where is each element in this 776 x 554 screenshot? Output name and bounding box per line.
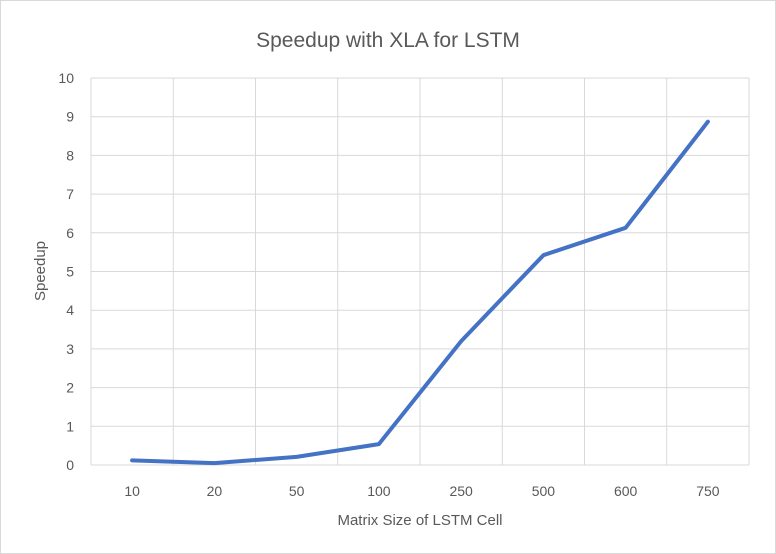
y-tick-label: 3 [66, 341, 74, 357]
data-point [378, 443, 380, 445]
data-point [460, 340, 462, 342]
x-tick-labels: 10 20 50 100 250 500 600 750 [124, 483, 719, 499]
data-point [213, 462, 215, 464]
y-tick-label: 0 [66, 457, 74, 473]
x-tick-label: 10 [124, 483, 140, 499]
series-group [130, 119, 710, 466]
x-tick-label: 750 [696, 483, 720, 499]
x-tick-label: 600 [614, 483, 638, 499]
x-tick-label: 20 [207, 483, 223, 499]
y-tick-label: 9 [66, 109, 74, 125]
x-axis-title: Matrix Size of LSTM Cell [337, 512, 502, 529]
data-point [625, 227, 627, 229]
series-line [130, 119, 710, 466]
y-tick-label: 10 [58, 70, 74, 86]
data-point [542, 254, 544, 256]
data-point [707, 121, 709, 123]
y-tick-label: 2 [66, 380, 74, 396]
y-tick-label: 8 [66, 147, 74, 163]
x-tick-label: 500 [532, 483, 556, 499]
y-tick-labels: 0 1 2 3 4 5 6 7 8 9 10 [58, 70, 74, 473]
y-tick-label: 4 [66, 302, 74, 318]
gridlines [90, 77, 750, 466]
y-tick-label: 7 [66, 186, 74, 202]
y-tick-label: 1 [66, 418, 74, 434]
chart-title: Speedup with XLA for LSTM [256, 29, 520, 52]
x-tick-label: 50 [289, 483, 305, 499]
y-tick-label: 6 [66, 225, 74, 241]
data-point [296, 456, 298, 458]
data-point [131, 459, 133, 461]
x-tick-label: 100 [367, 483, 391, 499]
y-axis-title: Speedup [32, 241, 49, 301]
y-tick-label: 5 [66, 264, 74, 280]
x-tick-label: 250 [449, 483, 473, 499]
